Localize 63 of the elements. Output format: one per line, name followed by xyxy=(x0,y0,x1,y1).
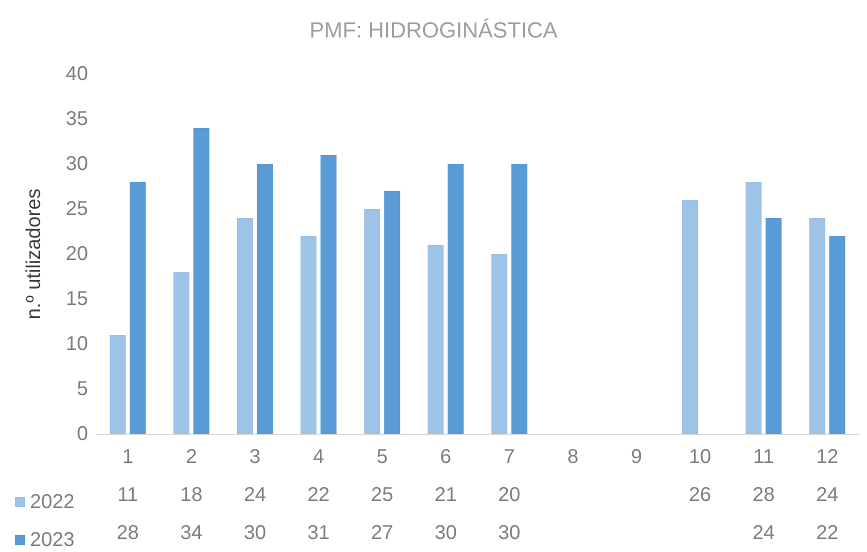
data-label: 22 xyxy=(816,522,838,544)
bar xyxy=(364,209,380,434)
data-label: 24 xyxy=(244,484,266,506)
data-label: 26 xyxy=(688,484,712,506)
bar xyxy=(682,200,698,434)
bar xyxy=(809,218,826,434)
data-label: 30 xyxy=(498,522,520,544)
y-tick-label: 35 xyxy=(66,108,88,130)
bar xyxy=(256,164,273,434)
x-tick-label: 1 xyxy=(122,446,134,468)
data-label: 31 xyxy=(307,522,330,544)
data-label: 24 xyxy=(816,484,838,506)
bar xyxy=(320,155,337,434)
data-label: 21 xyxy=(434,484,457,506)
data-label: 22 xyxy=(307,484,330,506)
x-tick-label: 3 xyxy=(249,446,261,468)
data-label: 18 xyxy=(180,484,202,506)
bar xyxy=(491,254,508,434)
y-tick-label: 0 xyxy=(76,423,88,445)
x-tick-label: 12 xyxy=(816,446,838,468)
y-tick-label: 5 xyxy=(76,378,88,400)
data-label: 28 xyxy=(116,522,139,544)
data-label: 11 xyxy=(117,484,138,506)
bar xyxy=(746,182,762,434)
bar xyxy=(428,245,444,434)
bar xyxy=(384,191,400,434)
bar xyxy=(110,335,126,434)
bar xyxy=(236,218,253,434)
chart-title: PMF: HIDROGINÁSTICA xyxy=(309,18,558,42)
y-tick-label: 15 xyxy=(66,288,88,310)
data-label: 34 xyxy=(180,522,202,544)
data-label: 30 xyxy=(244,522,266,544)
bar xyxy=(130,182,146,434)
data-label: 28 xyxy=(752,484,775,506)
bar xyxy=(511,164,528,434)
bar xyxy=(448,164,464,434)
data-label: 30 xyxy=(434,522,457,544)
legend-label: 2023 xyxy=(30,529,74,551)
y-tick-label: 25 xyxy=(66,198,88,220)
x-tick-label: 7 xyxy=(504,446,515,468)
legend-label: 2022 xyxy=(30,491,74,513)
y-tick-label: 40 xyxy=(66,63,88,85)
x-tick-label: 9 xyxy=(630,446,642,468)
data-label: 25 xyxy=(371,484,394,506)
bar xyxy=(300,236,317,434)
x-tick-label: 6 xyxy=(440,446,452,468)
y-tick-label: 30 xyxy=(66,153,88,175)
bar xyxy=(193,128,210,434)
x-tick-label: 8 xyxy=(567,446,578,468)
y-axis-title: n.º utilizadores xyxy=(23,188,45,320)
x-tick-label: 5 xyxy=(376,446,388,468)
data-label: 20 xyxy=(498,484,520,506)
x-tick-label: 2 xyxy=(186,446,197,468)
bar xyxy=(766,218,782,434)
x-tick-label: 11 xyxy=(753,446,774,468)
bar xyxy=(829,236,846,434)
x-tick-label: 4 xyxy=(312,446,324,468)
x-tick-label: 10 xyxy=(688,446,712,468)
y-tick-label: 10 xyxy=(66,333,88,355)
data-label: 27 xyxy=(371,522,394,544)
bar xyxy=(173,272,190,434)
data-label: 24 xyxy=(752,522,775,544)
y-tick-label: 20 xyxy=(66,243,88,265)
